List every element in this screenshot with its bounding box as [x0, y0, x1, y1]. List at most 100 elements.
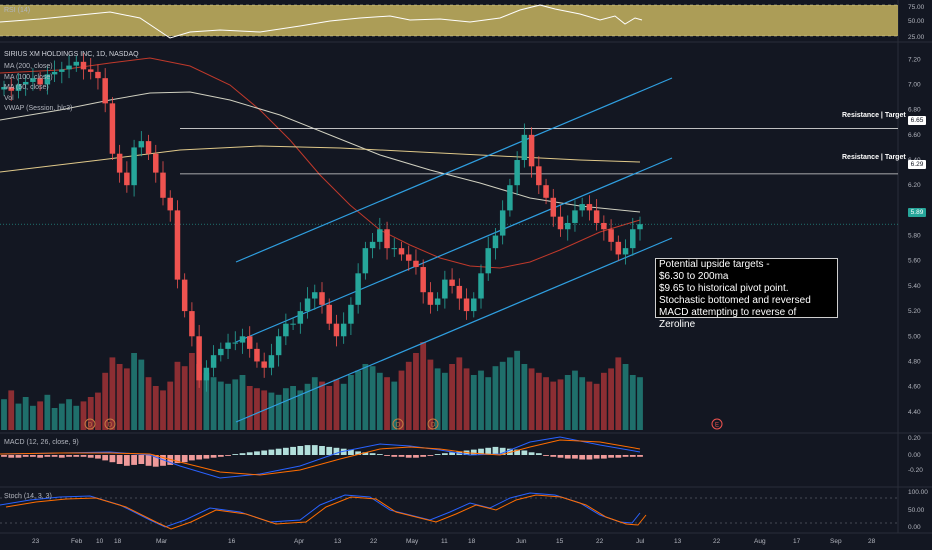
macd-histogram-bar: [282, 447, 289, 455]
volume-bar: [95, 392, 101, 430]
volume-bar: [87, 397, 94, 430]
volume-bar: [376, 372, 383, 430]
macd-histogram-bar: [586, 455, 593, 460]
candle: [557, 216, 564, 230]
candle: [601, 222, 607, 230]
macd-histogram-bar: [600, 455, 607, 459]
macd-histogram-bar: [131, 455, 137, 465]
candle: [239, 336, 246, 343]
volume-bar: [15, 403, 22, 430]
annotation-line-5: MACD attempting to reverse of Zeroline: [659, 307, 797, 330]
candle: [261, 361, 267, 368]
candle: [499, 210, 506, 236]
volume-bar: [434, 368, 441, 430]
macd-tick-label: 0.20: [908, 435, 921, 442]
macd-histogram-bar: [95, 455, 101, 459]
candle: [456, 285, 463, 299]
volume-bar: [167, 381, 174, 430]
volume-bar: [196, 364, 203, 430]
candle: [449, 279, 455, 286]
time-tick-label: Sep: [830, 538, 842, 545]
event-marker-label: D: [431, 423, 436, 429]
candle: [536, 166, 542, 186]
candle: [348, 304, 354, 324]
volume-bar: [485, 377, 492, 430]
volume-bar: [282, 388, 289, 430]
price-tick-label: 4.80: [908, 358, 921, 365]
macd-histogram-bar: [44, 455, 51, 457]
macd-histogram-bar: [441, 453, 448, 455]
macd-histogram-bar: [8, 455, 15, 458]
macd-histogram-bar: [167, 455, 174, 465]
macd-histogram-bar: [123, 455, 130, 466]
candle: [145, 141, 152, 154]
candle: [485, 248, 491, 274]
stoch-tick-label: 100.00: [908, 489, 928, 496]
candle: [116, 153, 123, 173]
candle: [550, 197, 557, 217]
volume-bar: [210, 377, 217, 430]
volume-bar: [297, 390, 304, 430]
macd-histogram-bar: [319, 446, 325, 455]
price-tick-label: 5.00: [908, 333, 921, 340]
price-tick-label: 4.60: [908, 384, 921, 391]
macd-histogram-bar: [1, 455, 7, 457]
legend-vol[interactable]: Vol: [4, 94, 14, 102]
event-marker-label: E: [715, 423, 719, 429]
volume-bar: [391, 381, 398, 430]
candle: [268, 355, 275, 368]
candle: [225, 342, 231, 349]
volume-bar: [123, 368, 130, 430]
rsi-tick-label: 75.00: [908, 4, 925, 11]
macd-histogram-bar: [420, 455, 427, 457]
macd-histogram-bar: [608, 455, 614, 458]
time-tick-label: 22: [596, 538, 604, 545]
time-tick-label: 11: [441, 538, 448, 545]
time-tick-label: 18: [114, 538, 122, 545]
volume-bar: [543, 377, 549, 430]
macd-histogram-bar: [174, 455, 181, 464]
time-tick-label: 22: [713, 538, 721, 545]
macd-histogram-bar: [398, 455, 405, 457]
volume-bar: [456, 357, 463, 430]
rsi-tick-label: 50.00: [908, 18, 925, 25]
time-tick-label: Mar: [156, 538, 168, 545]
macd-histogram-bar: [297, 446, 304, 455]
candle: [304, 298, 311, 312]
volume-bar: [420, 342, 427, 430]
candle: [377, 229, 383, 242]
legend-ma100[interactable]: MA (100, close): [4, 73, 53, 81]
volume-bar: [311, 377, 318, 430]
legend-ma200[interactable]: MA (200, close): [4, 63, 53, 70]
candle: [355, 273, 361, 305]
candle: [174, 210, 181, 280]
macd-histogram-bar: [225, 455, 231, 456]
candle: [391, 248, 398, 250]
volume-bar: [254, 388, 260, 430]
price-tick-label: 6.60: [908, 132, 921, 139]
candle: [138, 141, 145, 148]
volume-bar: [521, 364, 528, 430]
event-marker-icon: [104, 418, 116, 430]
candle: [210, 355, 217, 368]
volume-bar: [22, 397, 29, 430]
candle: [384, 229, 390, 249]
legend-ma50[interactable]: MA (50, close): [4, 84, 49, 91]
candle: [593, 210, 600, 223]
candle: [340, 323, 347, 337]
macd-histogram-bar: [470, 449, 477, 455]
price-tick-label: 5.80: [908, 233, 921, 240]
macd-histogram-bar: [514, 449, 521, 455]
candle: [405, 254, 412, 261]
annotation-line-2: $6.30 to 200ma: [659, 271, 729, 282]
price-badge-665: 6.65: [908, 116, 926, 125]
volume-bar: [174, 361, 181, 430]
macd-histogram-bar: [30, 455, 36, 457]
macd-histogram-bar: [564, 455, 571, 459]
volume-bar: [145, 377, 152, 430]
time-tick-label: 28: [868, 538, 876, 545]
annotation-box[interactable]: Potential upside targets - $6.30 to 200m…: [655, 258, 838, 330]
legend-vwap[interactable]: VWAP (Session, hlc3): [4, 105, 73, 112]
volume-bar: [413, 353, 419, 430]
